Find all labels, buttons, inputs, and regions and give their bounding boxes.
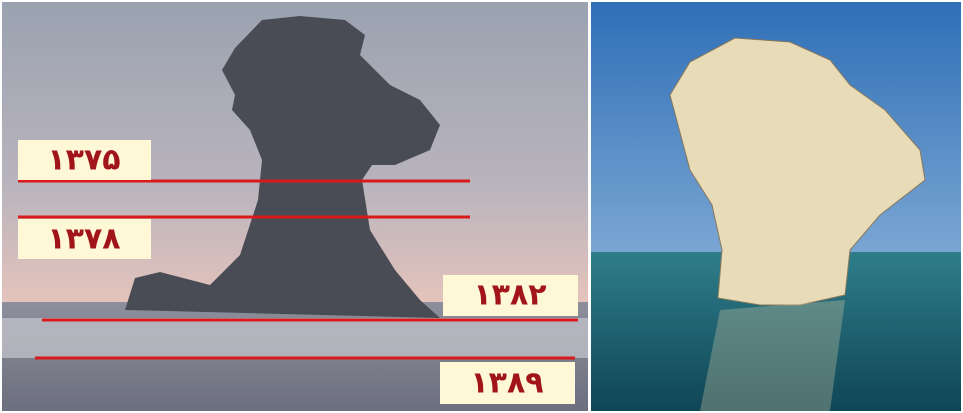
right-photo (591, 2, 961, 411)
salt-shore (2, 318, 588, 358)
photo-comparison: ۱۳۷۵ ۱۳۷۸ ۱۳۸۲ ۱۳۸۹ (0, 0, 963, 413)
left-photo (2, 2, 588, 411)
reflection (700, 300, 845, 411)
year-label: ۱۳۸۹ (470, 366, 543, 401)
page: ۱۳۷۵ ۱۳۷۸ ۱۳۸۲ ۱۳۸۹ (() => { const data … (0, 0, 963, 413)
year-label: ۱۳۷۵ (47, 143, 120, 178)
year-label: ۱۳۸۲ (473, 278, 546, 313)
year-label: ۱۳۷۸ (47, 222, 120, 257)
